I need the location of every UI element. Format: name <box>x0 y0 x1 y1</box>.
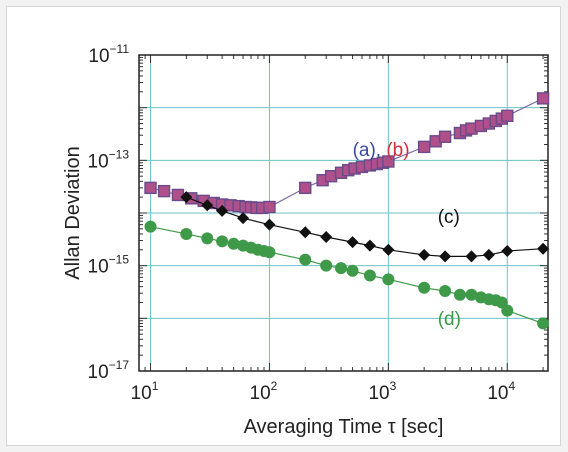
data-point-square <box>438 130 452 143</box>
data-point-circle <box>382 273 395 286</box>
series-line <box>186 196 544 257</box>
x-tick-label: 104 <box>487 379 515 404</box>
x-tick-label: 102 <box>250 379 278 404</box>
data-point-circle <box>453 288 466 301</box>
allan-deviation-chart: 101 102 103 104 10−11 10−13 10−15 10−17 Averagin… <box>62 42 550 438</box>
data-point-circle <box>144 220 157 233</box>
data-point-square <box>157 184 171 198</box>
data-point-square <box>171 188 185 202</box>
data-point-diamond <box>501 244 514 257</box>
data-point-diamond <box>439 250 452 263</box>
data-point-circle <box>465 288 478 301</box>
data-point-circle <box>363 269 376 282</box>
data-point-diamond <box>363 239 376 252</box>
data-point-circle <box>227 237 240 250</box>
data-point-diamond <box>482 248 495 261</box>
data-point-diamond <box>382 243 395 256</box>
data-point-diamond <box>237 212 250 225</box>
chart-frame: 101 102 103 104 10−11 10−13 10−15 10−17 Averagin… <box>6 6 561 446</box>
data-point-diamond <box>346 236 359 249</box>
x-tick-label: 103 <box>368 379 396 404</box>
data-point-square <box>263 200 276 214</box>
data-point-circle <box>346 264 359 277</box>
y-tick-label: 10−15 <box>88 253 130 278</box>
data-point-diamond <box>263 218 276 231</box>
y-tick-label: 10−17 <box>88 358 130 383</box>
y-tick-label: 10−13 <box>88 147 130 172</box>
data-point-circle <box>263 246 276 259</box>
data-point-circle <box>180 227 193 240</box>
x-axis-title: Averaging Time τ [sec] <box>244 416 444 438</box>
data-point-diamond <box>320 231 333 244</box>
data-point-square <box>382 155 395 168</box>
data-point-circle <box>320 259 333 272</box>
data-point-square <box>501 109 514 123</box>
data-point-diamond <box>299 226 312 239</box>
data-point-circle <box>501 304 514 317</box>
data-point-square <box>299 181 312 195</box>
series-c-label: (c) <box>438 207 460 228</box>
data-point-diamond <box>201 199 214 212</box>
data-point-circle <box>201 232 214 245</box>
series-d-label: (d) <box>438 309 461 330</box>
y-axis-title: Allan Deviation <box>62 146 84 279</box>
plot-frame <box>138 54 549 372</box>
data-point-diamond <box>180 191 193 204</box>
series-ab-label: (a), (b) <box>353 140 410 161</box>
data-point-diamond <box>216 204 229 217</box>
data-point-diamond <box>537 242 550 255</box>
x-tick-label: 101 <box>131 379 159 404</box>
y-tick-label: 10−11 <box>88 42 129 67</box>
data-point-circle <box>537 317 550 330</box>
data-point-square <box>536 92 550 105</box>
data-point-circle <box>299 253 312 266</box>
data-point-diamond <box>465 250 478 263</box>
series-line <box>150 97 544 209</box>
data-point-circle <box>216 235 229 248</box>
data-point-square <box>144 181 157 195</box>
data-point-circle <box>418 281 431 294</box>
data-point-diamond <box>418 248 431 261</box>
data-point-square <box>417 140 431 154</box>
data-point-circle <box>439 285 452 298</box>
data-point-circle <box>335 262 348 275</box>
